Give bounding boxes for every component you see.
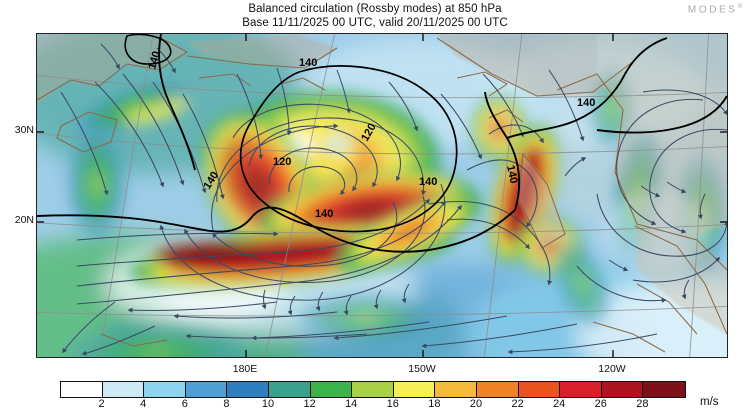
colorbar-cell [435, 382, 477, 397]
contour-label: 140 [146, 50, 163, 71]
colorbar-tick-label: 22 [511, 398, 524, 410]
modes-logo: MODES® [688, 4, 742, 15]
contour-label: 140 [577, 97, 595, 109]
colorbar-tick-label: 18 [428, 398, 441, 410]
colorbar-cell [268, 382, 311, 397]
colorbar-cell [227, 382, 269, 397]
colorbar-tick-label: 16 [386, 398, 399, 410]
map-panel: 140 140 120 120 140 140 140 140 140 [36, 33, 728, 358]
chart-title: Balanced circulation (Rossby modes) at 8… [248, 3, 502, 15]
colorbar-tick-label: 10 [261, 398, 275, 410]
height-contours [37, 34, 727, 253]
ytick-label-20n: 20N [14, 214, 34, 226]
colorbar-cell [352, 382, 394, 397]
colorbar-tick-label: 20 [469, 398, 483, 410]
contour-label: 140 [504, 164, 520, 184]
contour-label: 140 [419, 176, 437, 188]
coastlines [37, 37, 727, 353]
contour-label: 140 [315, 208, 333, 220]
map-canvas: 140 140 120 120 140 140 140 140 140 [37, 34, 727, 357]
colorbar-cell [310, 382, 353, 397]
colorbar-cell [643, 382, 685, 397]
streamlines [60, 43, 727, 356]
colorbar [60, 381, 686, 398]
contour-label: 140 [299, 57, 317, 69]
colorbar-cell [102, 382, 145, 397]
colorbar-cell [476, 382, 519, 397]
contour-label: 120 [273, 156, 291, 168]
axis-ticks [37, 34, 727, 357]
xtick-label-180e: 180E [232, 363, 258, 375]
colorbar-tick-label: 12 [303, 398, 316, 410]
colorbar-tick-label: 26 [594, 398, 607, 410]
chart-subtitle: Base 11/11/2025 00 UTC, valid 20/11/2025… [242, 17, 508, 29]
colorbar-tick-label: 4 [140, 398, 147, 410]
colorbar-cell [601, 382, 644, 397]
contour-labels: 140 140 120 120 140 140 140 140 140 [146, 50, 595, 220]
colorbar-unit-label: m/s [700, 396, 719, 408]
colorbar-tick-label: 14 [345, 398, 358, 410]
colorbar-cell [61, 382, 103, 397]
colorbar-cell [560, 382, 602, 397]
colorbar-tick-label: 24 [553, 398, 566, 410]
graticule [37, 34, 727, 357]
colorbar-tick-label: 8 [223, 398, 230, 410]
xtick-label-150w: 150W [408, 363, 436, 375]
colorbar-cell [185, 382, 228, 397]
colorbar-tick-label: 2 [98, 398, 105, 410]
colorbar-tick-label: 6 [181, 398, 188, 410]
modes-logo-mark: ® [737, 4, 742, 10]
xtick-label-120w: 120W [598, 363, 626, 375]
ytick-label-30n: 30N [14, 124, 34, 136]
title-block: Balanced circulation (Rossby modes) at 8… [0, 2, 750, 30]
colorbar-cell [144, 382, 186, 397]
colorbar-cell [518, 382, 561, 397]
modes-logo-text: MODES [687, 4, 738, 16]
colorbar-tick-label: 28 [636, 398, 649, 410]
colorbar-cell [393, 382, 436, 397]
